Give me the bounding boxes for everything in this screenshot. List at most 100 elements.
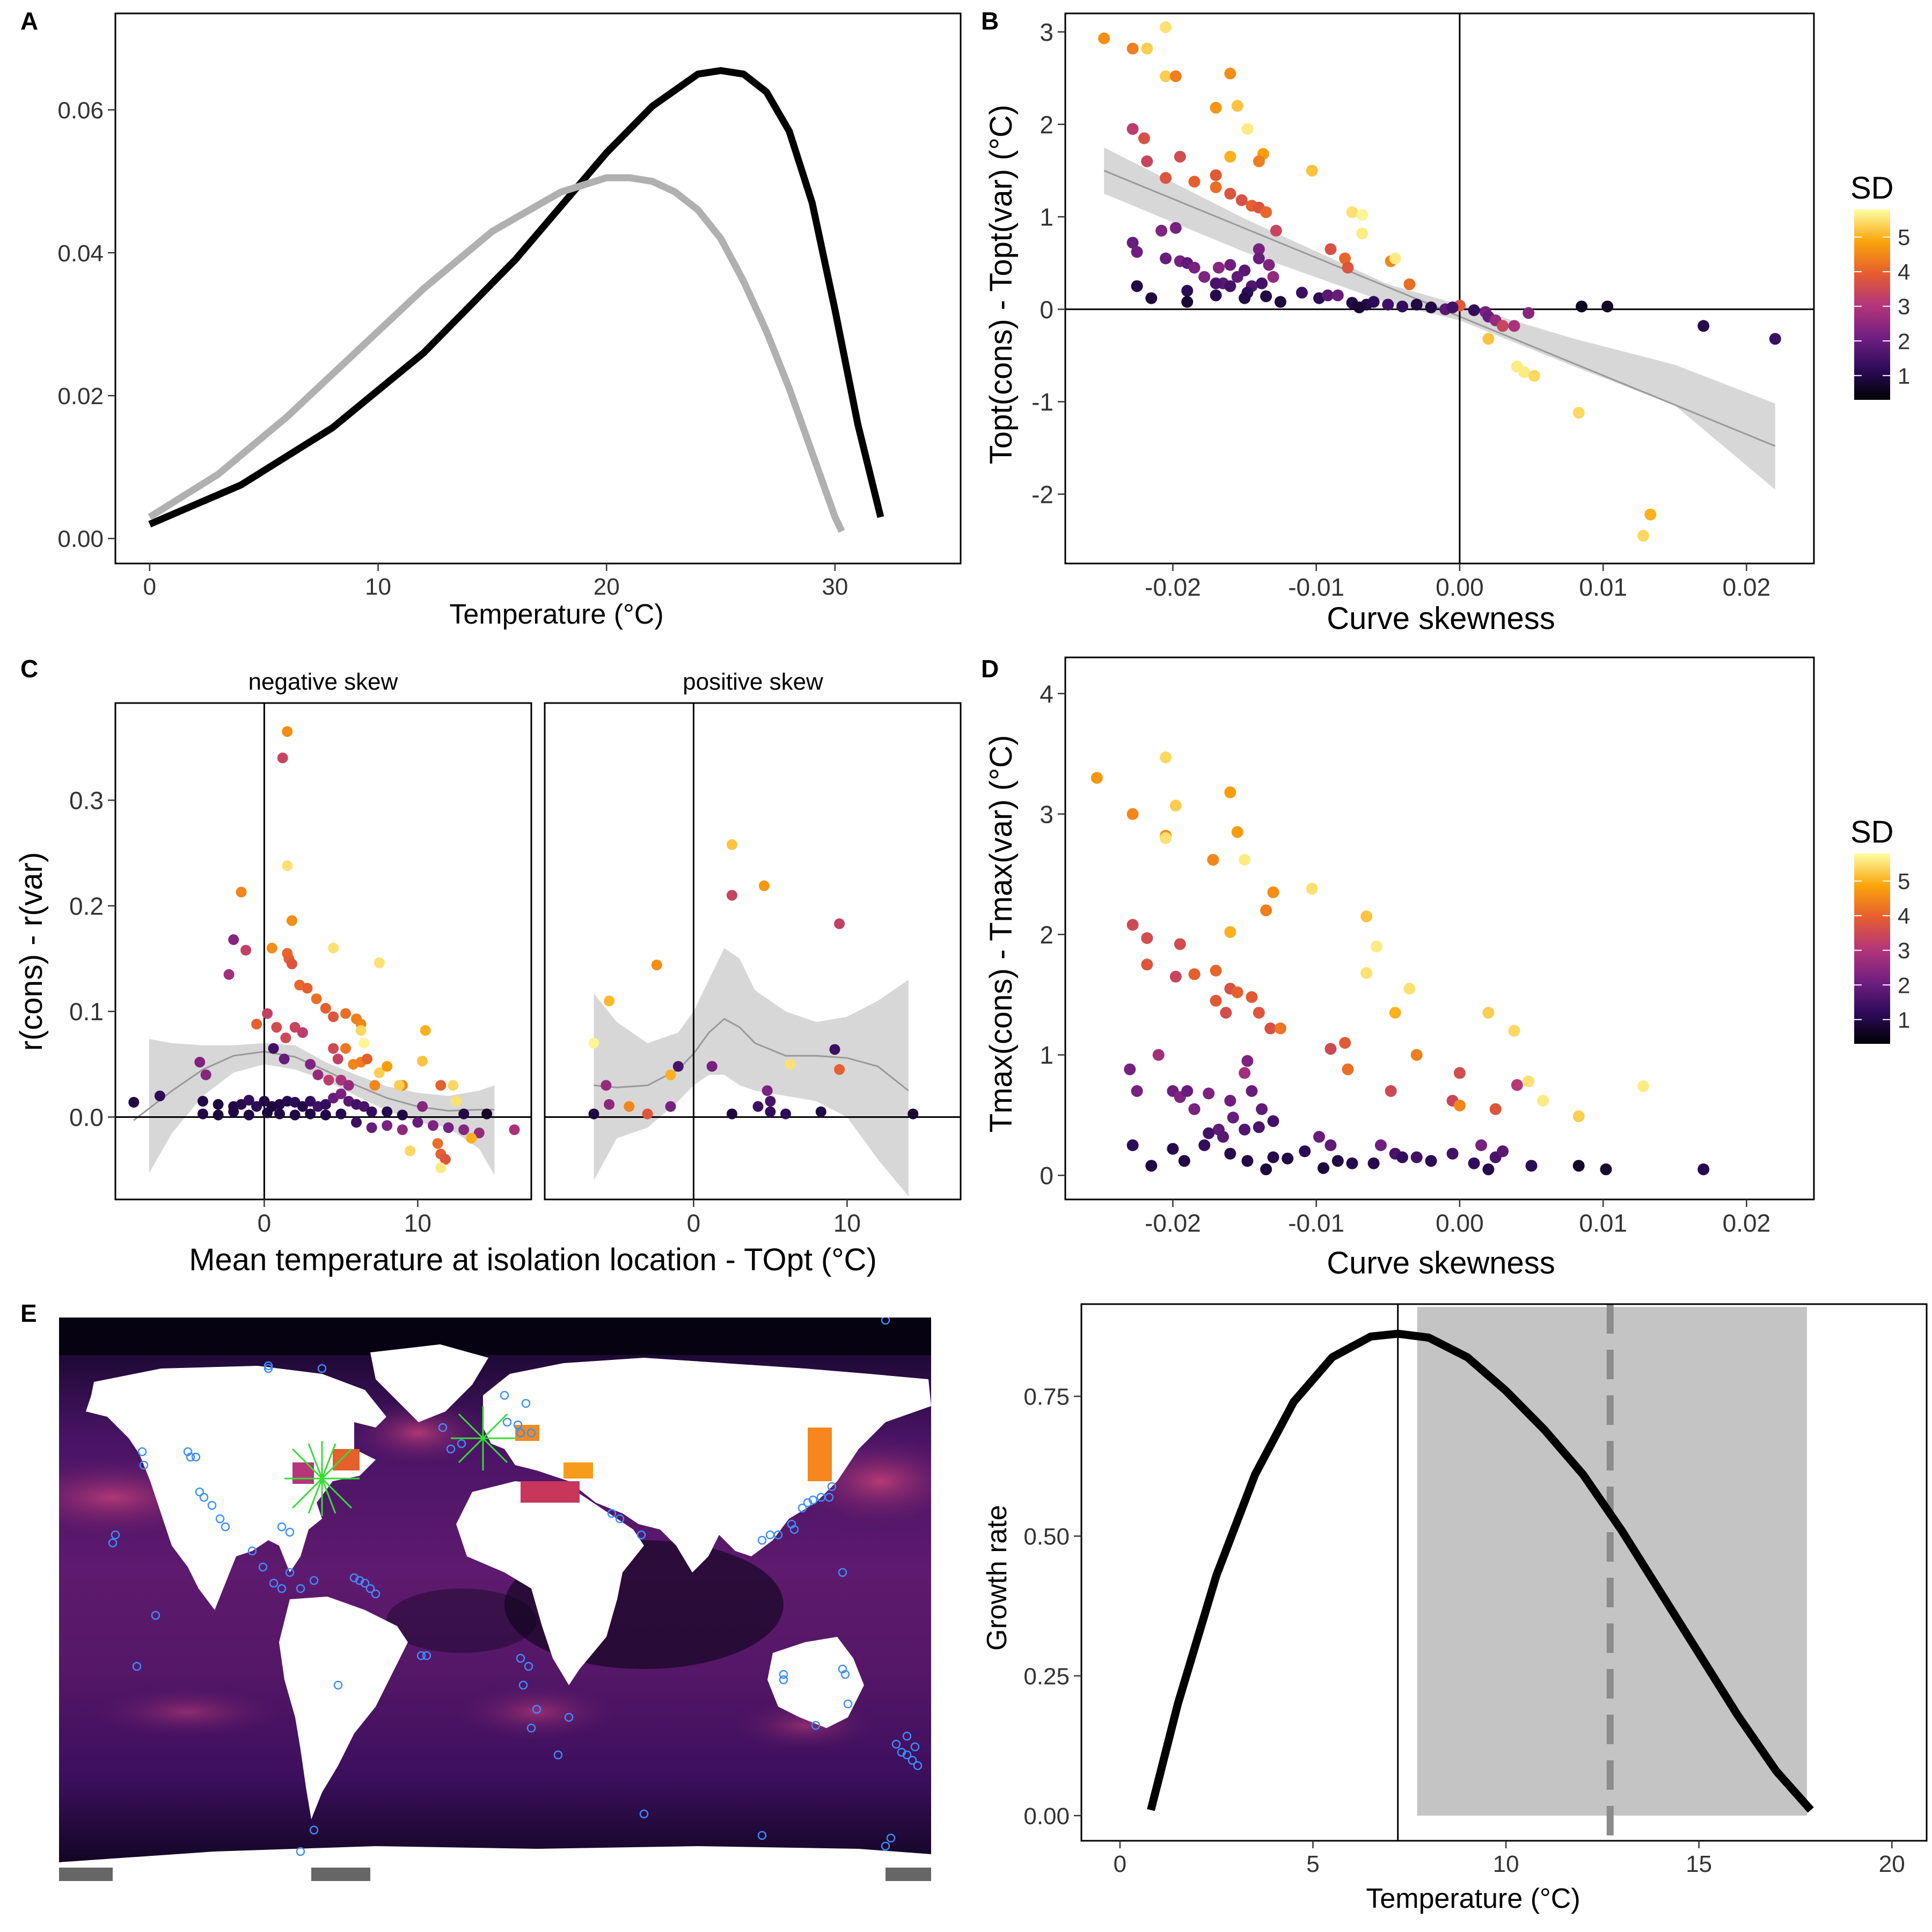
panel-b-point <box>1410 298 1423 311</box>
panel-b-point <box>1253 252 1265 265</box>
panel-c-facet-1-point <box>340 1008 351 1019</box>
map-isolation-points <box>108 1318 923 1856</box>
panel-c-facet-1-point <box>305 1096 316 1107</box>
panel-b-point <box>1396 301 1408 313</box>
panel-b-chart: -0.02 -0.01 0.00 0.01 0.02 -2 -1 0 1 2 3 <box>1031 12 1815 601</box>
panel-c-facet-1-point <box>311 993 322 1005</box>
panel-d-point <box>1231 986 1243 998</box>
panel-d-point <box>1374 1139 1387 1151</box>
map-isolation-point <box>422 1651 431 1660</box>
panel-d-point <box>1126 1139 1139 1151</box>
panel-b-ytick-label: 3 <box>1040 18 1053 46</box>
panel-b-point <box>1346 206 1358 218</box>
panel-c-facet-1-point <box>366 1106 377 1117</box>
map-warm-region <box>80 1682 295 1741</box>
panel-b-point <box>1576 301 1588 313</box>
panel-b-point <box>1263 259 1275 271</box>
panel-b-point <box>1224 187 1236 200</box>
panel-c-facet-1-ytick-label: 0.0 <box>69 1103 104 1131</box>
panel-d-frame <box>1064 656 1815 1201</box>
panel-d-point <box>1331 1155 1344 1167</box>
panel-b-point <box>1322 289 1334 302</box>
panel-d-point <box>1239 1123 1251 1136</box>
map-isolation-point <box>269 1578 279 1588</box>
panel-c-facet-1-point <box>289 1109 301 1121</box>
panel-c-facet-2-point <box>758 880 770 891</box>
panel-f-xtick-label: 5 <box>1306 1851 1319 1877</box>
panel-d-chart: -0.02 -0.01 0.00 0.01 0.02 0 1 2 3 4 <box>1040 656 1815 1237</box>
panel-c-facet-1-point <box>274 1108 285 1119</box>
panel-d-point <box>1141 932 1153 944</box>
panel-b-point <box>1270 224 1282 237</box>
panel-a-xtick-label: 20 <box>594 574 620 600</box>
panel-b-ci-band <box>1104 147 1775 490</box>
legend-tick-label: 1 <box>1898 363 1910 389</box>
panel-d-point <box>1256 1103 1268 1115</box>
panel-b-point <box>1160 21 1172 33</box>
panel-c-facet-1-point <box>277 752 288 764</box>
panel-c-facet-1-point <box>481 1108 493 1119</box>
panel-c-facet-1-point <box>382 1120 393 1131</box>
panel-b-point <box>1160 172 1172 184</box>
map-isolation-point <box>285 1568 295 1577</box>
panel-c-facet-2-point <box>706 1061 718 1072</box>
panel-c-facet-1-point <box>297 1027 308 1038</box>
panel-c-facet-2-point <box>752 1101 764 1112</box>
panel-f-xtick-label: 0 <box>1114 1851 1126 1877</box>
panel-label-d: D <box>981 655 999 683</box>
map-isolation-point <box>500 1391 509 1400</box>
panel-b-point <box>1518 366 1531 378</box>
panel-b-point <box>1155 224 1168 237</box>
map-isolation-point <box>773 1530 783 1540</box>
panel-b-point <box>1523 307 1535 319</box>
map-isolation-point <box>502 1417 512 1427</box>
panel-c-facet-2-point <box>780 1108 791 1119</box>
panel-b-point <box>1389 252 1401 265</box>
panel-c-facet-1-xtick-label: 10 <box>404 1209 431 1237</box>
panel-d-point <box>1239 854 1251 866</box>
panel-b-point <box>1231 100 1243 112</box>
panel-a-curve-1 <box>148 67 884 528</box>
panel-b-point <box>1210 101 1222 114</box>
panel-f-ytick-label: 0.50 <box>1023 1524 1070 1550</box>
panel-d-point <box>1318 1162 1329 1174</box>
panel-b-xlabel: Curve skewness <box>1327 601 1555 636</box>
panel-d-point <box>1453 1099 1466 1111</box>
map-land-antarctica-grey <box>885 1868 931 1881</box>
map-land-australia <box>767 1637 864 1728</box>
panel-b-point <box>1224 151 1236 163</box>
panel-c-facet-1-point <box>374 957 385 969</box>
map-warm-region <box>445 1680 628 1744</box>
panel-b-xtick-label: 0.00 <box>1436 573 1484 601</box>
panel-c-facet-1-point <box>328 1011 339 1022</box>
panel-d-point <box>1224 926 1236 938</box>
panel-b-point <box>1296 287 1308 299</box>
panel-b-point <box>1198 271 1211 283</box>
map-cold-polar <box>59 1318 931 1355</box>
panel-d-point <box>1145 1160 1158 1172</box>
panel-c-facet-1-label: negative skew <box>248 669 398 695</box>
map-land-greenland <box>370 1344 488 1422</box>
map-isolation-point <box>258 1562 268 1572</box>
panel-a-curve-2 <box>148 174 845 533</box>
panel-c-facet-1-point <box>417 1056 428 1067</box>
map-isolation-point <box>285 1527 295 1537</box>
legend-d-ticks: 1 2 3 4 5 <box>1854 869 1910 1033</box>
panel-c-facet-1-point <box>243 1095 254 1106</box>
legend-tick-label: 1 <box>1898 1007 1910 1033</box>
panel-d-xtick-label: 0.00 <box>1436 1209 1484 1237</box>
map-isolation-point <box>371 1589 380 1599</box>
map-land-antarctica-grey <box>59 1868 113 1881</box>
panel-c-facet-1-point <box>328 1043 339 1054</box>
panel-d-point <box>1253 1007 1265 1019</box>
panel-d-xtick-label: 0.02 <box>1723 1209 1771 1237</box>
panel-c-facet-1-point <box>200 1069 211 1080</box>
map-isolation-point <box>526 1428 536 1438</box>
panel-c-facet-1-point <box>228 1106 239 1117</box>
panel-d-point <box>1267 886 1279 898</box>
panel-d-xtick-label: -0.02 <box>1145 1209 1201 1237</box>
panel-d-point <box>1267 1115 1279 1128</box>
panel-d-point <box>1282 1152 1294 1165</box>
panel-c-facet-2-smooth-line <box>594 1018 909 1092</box>
panel-b-point <box>1468 304 1480 316</box>
